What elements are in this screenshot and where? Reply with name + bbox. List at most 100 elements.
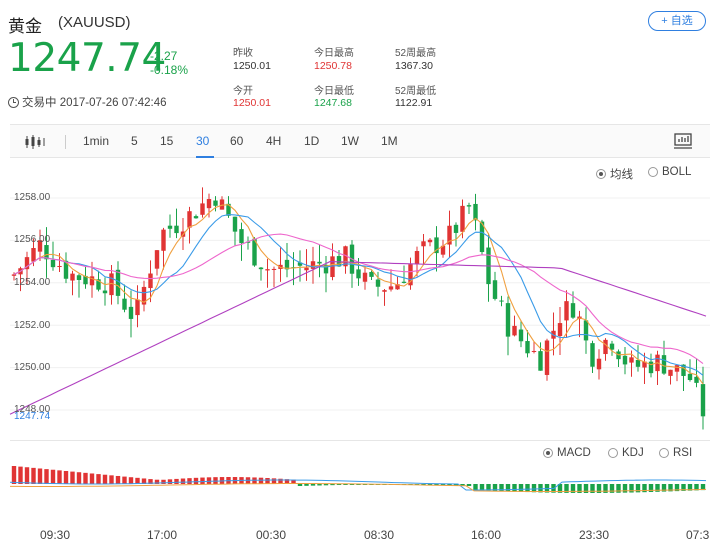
candle-body — [622, 355, 628, 365]
macd-bar — [83, 472, 88, 484]
tab-60[interactable]: 60 — [230, 134, 244, 148]
candle-body — [206, 199, 212, 209]
tab-30[interactable]: 30 — [196, 134, 210, 148]
ma10-line — [13, 214, 704, 376]
macd-bar — [336, 484, 342, 486]
rsi-option[interactable]: RSI — [659, 447, 692, 459]
candle-body — [109, 273, 114, 296]
ma-radio[interactable] — [596, 169, 606, 179]
tab-1w[interactable]: 1W — [341, 134, 359, 148]
ma20-line — [13, 233, 704, 365]
candle-body — [135, 299, 140, 316]
macd-bar — [499, 484, 504, 492]
candle-body — [57, 265, 62, 267]
macd-bar — [356, 484, 361, 485]
macd-bar — [310, 484, 316, 486]
price-change-percent: -0.18% — [150, 63, 189, 77]
macd-bar — [479, 484, 485, 491]
macd-bar — [642, 484, 647, 493]
macd-bar — [492, 484, 498, 491]
y-tick-label: 1252.00 — [14, 320, 51, 331]
prev-close-value: 1250.01 — [233, 60, 271, 72]
candlestick-chart-icon[interactable] — [24, 134, 46, 150]
macd-bar — [148, 479, 153, 484]
macd-panel — [10, 440, 710, 522]
macd-bar — [674, 484, 680, 492]
open-value: 1250.01 — [233, 97, 271, 109]
macd-bar — [50, 469, 56, 484]
tab-1min[interactable]: 1min — [83, 134, 110, 148]
candle-body — [115, 269, 121, 296]
macd-bar — [297, 484, 303, 486]
candle-body — [375, 279, 381, 287]
day-low-value: 1247.68 — [314, 97, 352, 109]
rsi-radio[interactable] — [659, 448, 669, 458]
macd-dea-line — [10, 483, 707, 492]
current-price: 1247.74 — [8, 36, 166, 81]
candle-body — [232, 216, 238, 232]
candle-body — [50, 259, 56, 268]
low52-value: 1122.91 — [395, 97, 433, 109]
candle-body — [492, 280, 498, 299]
candle-body — [414, 251, 420, 265]
fullscreen-chart-icon[interactable] — [674, 133, 692, 149]
macd-bar — [687, 484, 693, 491]
tab-15[interactable]: 15 — [160, 134, 174, 148]
candle-body — [479, 221, 485, 253]
macd-bar — [466, 484, 472, 486]
macd-bar — [531, 484, 537, 493]
candle-body — [687, 373, 693, 381]
candle-body — [648, 361, 654, 374]
macd-bar — [629, 484, 634, 493]
macd-bar — [343, 484, 348, 485]
tab-1m[interactable]: 1M — [381, 134, 398, 148]
candle-body — [382, 290, 387, 292]
candle-body — [505, 303, 511, 337]
macd-bar — [473, 484, 478, 491]
ma-option[interactable]: 均线 — [596, 166, 633, 182]
macd-bar — [668, 484, 673, 492]
ma-option-label: 均线 — [610, 169, 633, 181]
kdj-option[interactable]: KDJ — [608, 447, 644, 459]
candle-body — [219, 199, 225, 210]
rsi-option-label: RSI — [673, 447, 693, 459]
macd-bar — [96, 474, 101, 484]
macd-radio[interactable] — [543, 448, 553, 458]
candle-body — [369, 271, 374, 277]
candle-body — [154, 250, 160, 269]
boll-option[interactable]: BOLL — [648, 166, 691, 178]
clock-icon — [8, 96, 19, 108]
macd-chart[interactable] — [0, 460, 720, 524]
tab-4h[interactable]: 4H — [266, 134, 282, 148]
macd-bar — [187, 478, 192, 484]
candle-body — [96, 279, 101, 290]
low52-label: 52周最低 — [395, 86, 437, 97]
ma60-line — [9, 261, 707, 415]
prev-close-label: 昨收 — [233, 48, 253, 59]
macd-bar — [349, 484, 355, 485]
macd-bar — [24, 467, 30, 484]
candle-body — [531, 350, 537, 352]
macd-bar — [167, 479, 173, 484]
candle-body — [421, 241, 426, 247]
macd-bar — [271, 478, 277, 484]
macd-bar — [76, 472, 82, 484]
macd-bar — [596, 484, 602, 493]
day-high-value: 1250.78 — [314, 60, 352, 72]
candlestick-chart[interactable] — [0, 158, 720, 440]
macd-bar — [447, 484, 452, 486]
candle-body — [226, 203, 231, 216]
boll-radio[interactable] — [648, 167, 658, 177]
candle-body — [271, 268, 277, 270]
add-watchlist-button[interactable]: + 自选 — [648, 11, 706, 31]
kdj-radio[interactable] — [608, 448, 618, 458]
high52-value: 1367.30 — [395, 60, 433, 72]
macd-option[interactable]: MACD — [543, 447, 591, 459]
macd-bar — [570, 484, 576, 493]
macd-bar — [89, 473, 95, 484]
macd-bar — [518, 484, 524, 492]
tab-5[interactable]: 5 — [131, 134, 138, 148]
tab-1d[interactable]: 1D — [304, 134, 320, 148]
macd-bar — [11, 466, 17, 484]
x-tick-label: 17:00 — [147, 528, 178, 542]
